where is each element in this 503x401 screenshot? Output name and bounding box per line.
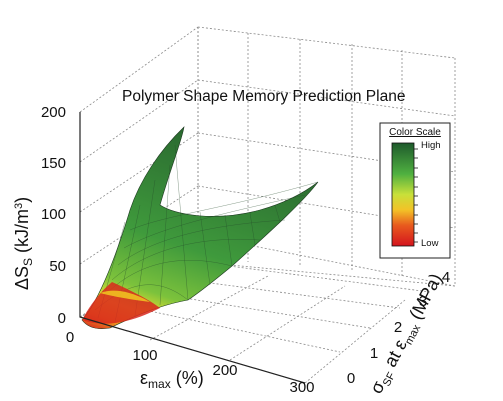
- y-tick-0: 0: [347, 370, 355, 387]
- x-tick-2: 200: [212, 362, 237, 379]
- z-tick-0: 0: [58, 310, 66, 327]
- y-axis-label: σSF at εmax (MPa): [366, 270, 449, 398]
- z-tick-4: 200: [41, 104, 66, 121]
- z-axis-label: ΔSS (kJ/m3): [12, 197, 35, 290]
- color-scale-legend: Color Scale High Low: [379, 122, 451, 259]
- x-tick-0: 0: [66, 329, 74, 346]
- surface: [81, 126, 319, 330]
- z-axis-ticks: 0 50 100 150 200: [41, 104, 66, 327]
- x-axis-label: εmax (%): [140, 368, 204, 391]
- legend-colorbar: [391, 142, 415, 247]
- y-axis-ticks: 0 1 2 3 4: [347, 269, 450, 387]
- surface-body: [81, 126, 319, 330]
- z-tick-2: 100: [41, 206, 66, 223]
- axes-frame: [79, 112, 306, 384]
- x-tick-1: 100: [132, 347, 157, 364]
- x-tick-3: 300: [289, 379, 314, 396]
- z-tick-1: 50: [49, 258, 66, 275]
- z-tick-3: 150: [41, 155, 66, 172]
- y-tick-3: 3: [419, 293, 427, 310]
- x-axis-ticks: 0 100 200 300: [66, 329, 315, 396]
- legend-title: Color Scale: [389, 127, 441, 138]
- surface-hot-region: [82, 282, 160, 324]
- y-tick-1: 1: [370, 345, 378, 362]
- legend-high-label: High: [421, 140, 441, 151]
- legend-low-label: Low: [421, 238, 439, 249]
- y-tick-4: 4: [442, 269, 450, 286]
- y-tick-2: 2: [394, 319, 402, 336]
- legend-ticks: [414, 148, 418, 243]
- chart-title: Polymer Shape Memory Prediction Plane: [122, 88, 405, 105]
